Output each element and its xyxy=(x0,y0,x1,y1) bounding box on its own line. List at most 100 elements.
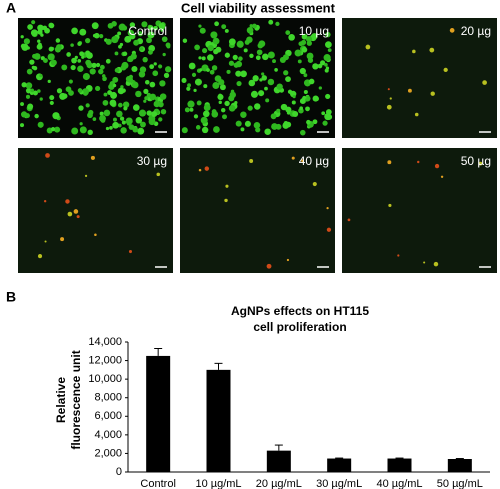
cell xyxy=(301,159,305,163)
cell xyxy=(198,168,202,172)
cell xyxy=(321,111,326,116)
cell xyxy=(247,105,253,111)
micrograph: 40 µg xyxy=(180,148,335,273)
cell xyxy=(236,80,242,87)
cell xyxy=(92,33,97,38)
cell xyxy=(305,36,313,43)
cell xyxy=(89,68,96,75)
cell xyxy=(151,111,158,118)
cell xyxy=(82,73,90,81)
cell xyxy=(306,52,314,60)
cell xyxy=(37,24,44,32)
cell xyxy=(118,23,126,31)
cell xyxy=(225,184,229,188)
cell xyxy=(79,122,83,126)
micrograph-bg xyxy=(342,18,497,138)
bar xyxy=(146,355,171,472)
cell xyxy=(74,55,78,59)
cell xyxy=(213,126,220,133)
cell xyxy=(153,100,161,108)
image-label: 50 µg xyxy=(461,154,491,168)
micrograph: 20 µg xyxy=(342,18,497,138)
cell xyxy=(206,68,210,72)
cell xyxy=(248,79,256,87)
cell xyxy=(387,88,390,91)
cell xyxy=(127,29,135,37)
cell xyxy=(182,38,188,43)
cell xyxy=(124,35,132,43)
cell xyxy=(389,97,392,100)
micrograph-bg xyxy=(18,148,173,273)
cell xyxy=(230,89,235,94)
cell xyxy=(449,28,455,33)
cell xyxy=(112,121,120,129)
cell xyxy=(240,127,245,132)
cell xyxy=(246,26,254,34)
cell xyxy=(99,64,105,70)
cell xyxy=(407,88,412,93)
cell xyxy=(198,56,202,60)
cell xyxy=(258,40,266,48)
cell xyxy=(196,100,202,106)
cell xyxy=(52,112,60,120)
cell xyxy=(112,76,119,83)
cell xyxy=(137,31,143,37)
cell xyxy=(102,99,109,106)
image-label: 40 µg xyxy=(299,154,329,168)
cell xyxy=(258,90,265,97)
cell xyxy=(160,108,167,115)
cell xyxy=(50,127,56,132)
cell xyxy=(103,92,108,97)
cell xyxy=(50,59,57,66)
bar xyxy=(327,458,352,472)
cell xyxy=(188,62,196,70)
cell xyxy=(128,250,133,254)
cell xyxy=(49,23,55,29)
cell xyxy=(49,95,55,101)
cell xyxy=(161,36,168,43)
cell xyxy=(87,112,93,119)
cell xyxy=(105,58,111,64)
cell xyxy=(117,102,123,108)
cell xyxy=(265,98,270,103)
cell xyxy=(255,127,261,133)
bar xyxy=(387,458,412,472)
cell xyxy=(303,89,308,95)
cell xyxy=(306,119,311,125)
cell xyxy=(70,64,76,71)
cell xyxy=(103,109,111,117)
cell xyxy=(434,163,440,169)
cell xyxy=(238,56,243,61)
cell xyxy=(32,53,37,59)
image-label: 20 µg xyxy=(461,24,491,38)
cell xyxy=(220,107,226,113)
cell xyxy=(30,88,35,93)
cell xyxy=(147,49,153,55)
cell xyxy=(201,56,206,61)
cell xyxy=(312,63,319,70)
y-tick-label: 8,000 xyxy=(94,392,122,404)
cell xyxy=(285,30,291,35)
panel-label: B xyxy=(6,289,16,305)
cell xyxy=(21,43,29,51)
cell xyxy=(37,89,41,93)
cell xyxy=(105,38,112,45)
cell xyxy=(98,68,104,75)
cell xyxy=(270,113,277,120)
cell xyxy=(207,54,214,61)
cell xyxy=(67,211,73,217)
cell xyxy=(280,103,288,111)
cell xyxy=(165,42,171,48)
cell xyxy=(268,19,274,25)
error-bar xyxy=(274,444,283,451)
cell xyxy=(252,75,259,82)
cell xyxy=(84,174,88,177)
cell xyxy=(300,40,306,46)
cell xyxy=(228,105,236,112)
cell xyxy=(200,116,208,124)
cell xyxy=(232,54,238,60)
x-tick-label: Control xyxy=(140,478,175,489)
cell xyxy=(81,55,85,59)
